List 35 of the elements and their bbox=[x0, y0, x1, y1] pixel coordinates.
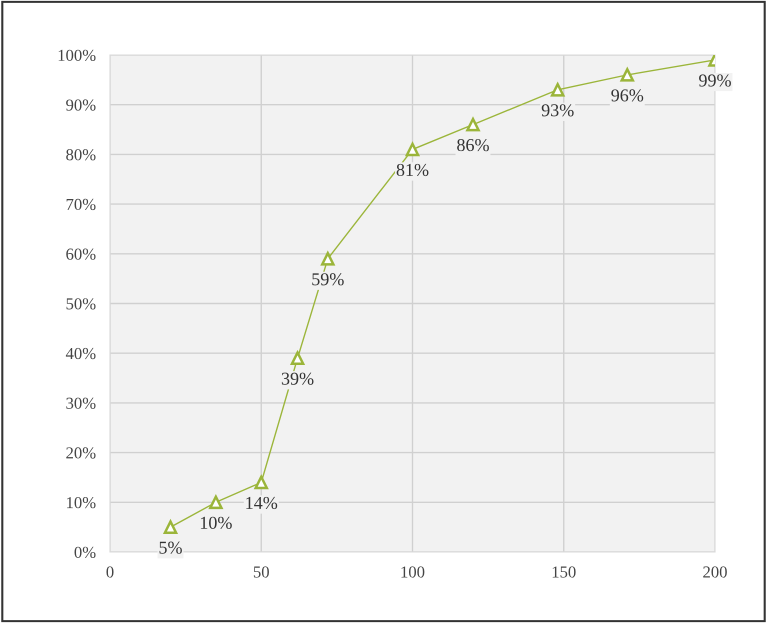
x-tick-label: 150 bbox=[552, 566, 576, 578]
point bbox=[406, 142, 420, 156]
y-tick-label: 50% bbox=[66, 298, 96, 310]
data-label: 5% bbox=[160, 542, 182, 554]
point bbox=[209, 495, 223, 510]
y-tick-label: 90% bbox=[66, 99, 96, 111]
x-tick-label: 100 bbox=[401, 566, 424, 578]
point bbox=[466, 118, 480, 132]
x-tick-label: 200 bbox=[703, 566, 727, 578]
y-tick-label: 80% bbox=[66, 149, 96, 160]
point bbox=[254, 476, 268, 490]
x-tick-label: 50 bbox=[254, 566, 269, 578]
y-tick-label: 70% bbox=[66, 198, 96, 210]
data-label: 14% bbox=[246, 496, 278, 510]
data-label: 93% bbox=[542, 104, 574, 116]
data-label: 99% bbox=[699, 74, 731, 87]
y-tick-label: 10% bbox=[67, 497, 96, 508]
y-tick-label: 30% bbox=[66, 398, 96, 409]
data-label: 39% bbox=[282, 372, 314, 385]
x-tick-label: 0 bbox=[106, 566, 114, 578]
y-tick-label: 60% bbox=[66, 248, 96, 260]
y-tick-label: 0% bbox=[74, 546, 96, 558]
y-tick-label: 100% bbox=[58, 50, 96, 61]
data-label: 96% bbox=[611, 89, 644, 102]
data-label: 59% bbox=[312, 273, 344, 286]
data-label: 81% bbox=[396, 164, 428, 176]
data-label: 10% bbox=[200, 516, 232, 529]
point bbox=[320, 252, 335, 266]
point bbox=[620, 68, 634, 82]
point bbox=[550, 82, 565, 97]
data-label: 86% bbox=[457, 138, 489, 152]
point bbox=[290, 351, 304, 365]
point bbox=[164, 520, 178, 534]
y-tick-label: 20% bbox=[66, 447, 96, 459]
y-tick-label: 40% bbox=[66, 348, 96, 360]
